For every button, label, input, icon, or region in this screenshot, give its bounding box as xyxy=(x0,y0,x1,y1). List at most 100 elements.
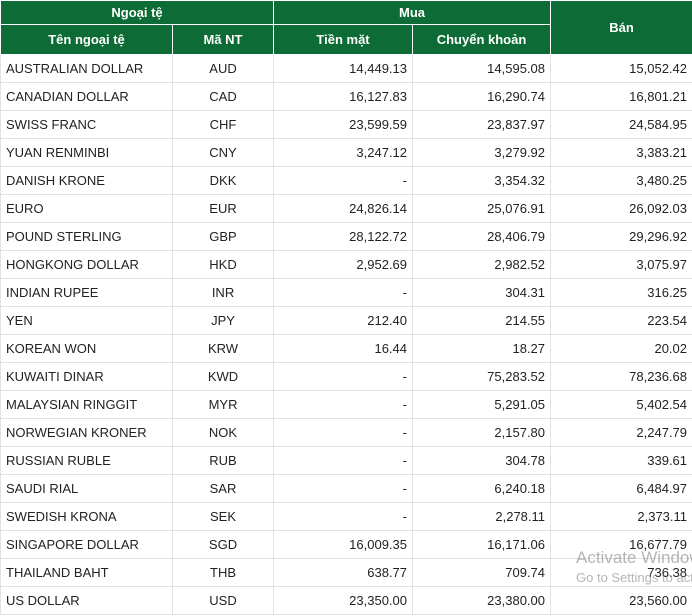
sell-rate: 3,075.97 xyxy=(550,250,692,279)
sell-rate: 5,402.54 xyxy=(550,390,692,419)
currency-code: NOK xyxy=(171,418,275,447)
currency-code: GBP xyxy=(171,222,275,251)
sell-rate: 2,373.11 xyxy=(550,502,692,531)
currency-name: EURO xyxy=(0,194,173,223)
currency-code: CNY xyxy=(171,138,275,167)
transfer-rate: 3,279.92 xyxy=(412,138,552,167)
transfer-rate: 5,291.05 xyxy=(412,390,552,419)
cash-rate: 28,122.72 xyxy=(273,222,414,251)
currency-name: YUAN RENMINBI xyxy=(0,138,173,167)
currency-code: JPY xyxy=(171,306,275,335)
header-cell: Bán xyxy=(550,0,692,55)
currency-code: USD xyxy=(171,586,275,615)
watermark: Activate Windows Go to Settings to activ… xyxy=(576,548,692,585)
transfer-rate: 2,157.80 xyxy=(412,418,552,447)
table-row: POUND STERLING GBP 28,122.72 28,406.79 29,29… xyxy=(0,222,692,251)
table-row: YUAN RENMINBI CNY 3,247.12 3,279.92 3,383.21 xyxy=(0,138,692,167)
table-row: YEN JPY 212.40 214.55 223.54 xyxy=(0,306,692,335)
cash-rate: 23,350.00 xyxy=(273,586,414,615)
currency-name: RUSSIAN RUBLE xyxy=(0,446,173,475)
header-cell: Mua xyxy=(273,0,552,25)
transfer-rate: 23,837.97 xyxy=(412,110,552,139)
currency-name: MALAYSIAN RINGGIT xyxy=(0,390,173,419)
cash-rate: 212.40 xyxy=(273,306,414,335)
currency-name: US DOLLAR xyxy=(0,586,173,615)
transfer-rate: 709.74 xyxy=(412,558,552,587)
table-row: DANISH KRONE DKK -3,354.32 3,480.25 xyxy=(0,166,692,195)
currency-name: SAUDI RIAL xyxy=(0,474,173,503)
table-row: SWISS FRANC CHF 23,599.59 23,837.97 24,584.9… xyxy=(0,110,692,139)
table-row: KOREAN WON KRW 16.44 18.27 20.02 xyxy=(0,334,692,363)
transfer-rate: 2,982.52 xyxy=(412,250,552,279)
table-row: INDIAN RUPEE INR -304.31 316.25 xyxy=(0,278,692,307)
currency-code: KRW xyxy=(171,334,275,363)
currency-code: THB xyxy=(171,558,275,587)
cash-rate: - xyxy=(273,418,414,447)
currency-code: EUR xyxy=(171,194,275,223)
table-row: HONGKONG DOLLAR HKD 2,952.69 2,982.52 3,075.… xyxy=(0,250,692,279)
currency-name: YEN xyxy=(0,306,173,335)
cash-rate: 16,127.83 xyxy=(273,82,414,111)
header-cell: Tên ngoại tệ xyxy=(0,24,173,55)
table-row: SAUDI RIAL SAR -6,240.18 6,484.97 xyxy=(0,474,692,503)
sell-rate: 26,092.03 xyxy=(550,194,692,223)
sell-rate: 16,677.79 xyxy=(550,530,692,559)
cash-rate: 3,247.12 xyxy=(273,138,414,167)
table-row: US DOLLAR USD 23,350.00 23,380.00 23,560.00 xyxy=(0,586,692,615)
currency-code: CHF xyxy=(171,110,275,139)
cash-rate: - xyxy=(273,362,414,391)
sell-rate: 2,247.79 xyxy=(550,418,692,447)
cash-rate: - xyxy=(273,446,414,475)
watermark-title: Activate Windows xyxy=(576,548,692,567)
currency-name: HONGKONG DOLLAR xyxy=(0,250,173,279)
transfer-rate: 18.27 xyxy=(412,334,552,363)
currency-code: RUB xyxy=(171,446,275,475)
sell-rate: 78,236.68 xyxy=(550,362,692,391)
currency-code: KWD xyxy=(171,362,275,391)
table-row: EURO EUR 24,826.14 25,076.91 26,092.03 xyxy=(0,194,692,223)
cash-rate: - xyxy=(273,166,414,195)
currency-name: SWEDISH KRONA xyxy=(0,502,173,531)
table-row: KUWAITI DINAR KWD -75,283.52 78,236.68 xyxy=(0,362,692,391)
currency-name: THAILAND BAHT xyxy=(0,558,173,587)
transfer-rate: 23,380.00 xyxy=(412,586,552,615)
cash-rate: 14,449.13 xyxy=(273,54,414,83)
table-row: AUSTRALIAN DOLLAR AUD 14,449.13 14,595.08 15… xyxy=(0,54,692,83)
table-row: SWEDISH KRONA SEK -2,278.11 2,373.11 xyxy=(0,502,692,531)
table-row: RUSSIAN RUBLE RUB -304.78 339.61 xyxy=(0,446,692,475)
sell-rate: 3,480.25 xyxy=(550,166,692,195)
transfer-rate: 2,278.11 xyxy=(412,502,552,531)
currency-name: KOREAN WON xyxy=(0,334,173,363)
currency-code: MYR xyxy=(171,390,275,419)
currency-code: SAR xyxy=(171,474,275,503)
currency-code: INR xyxy=(171,278,275,307)
table-row: SINGAPORE DOLLAR SGD 16,009.35 16,171.06 16,… xyxy=(0,530,692,559)
currency-name: POUND STERLING xyxy=(0,222,173,251)
sell-rate: 736.38 xyxy=(550,558,692,587)
sell-rate: 3,383.21 xyxy=(550,138,692,167)
transfer-rate: 6,240.18 xyxy=(412,474,552,503)
cash-rate: 24,826.14 xyxy=(273,194,414,223)
currency-name: DANISH KRONE xyxy=(0,166,173,195)
transfer-rate: 304.78 xyxy=(412,446,552,475)
currency-code: AUD xyxy=(171,54,275,83)
sell-rate: 6,484.97 xyxy=(550,474,692,503)
sell-rate: 223.54 xyxy=(550,306,692,335)
header-cell: Mã NT xyxy=(171,24,275,55)
sell-rate: 339.61 xyxy=(550,446,692,475)
currency-code: CAD xyxy=(171,82,275,111)
cash-rate: 16.44 xyxy=(273,334,414,363)
sell-rate: 23,560.00 xyxy=(550,586,692,615)
transfer-rate: 16,171.06 xyxy=(412,530,552,559)
transfer-rate: 25,076.91 xyxy=(412,194,552,223)
sell-rate: 16,801.21 xyxy=(550,82,692,111)
header-cell: Chuyển khoản xyxy=(412,24,552,55)
currency-name: AUSTRALIAN DOLLAR xyxy=(0,54,173,83)
header-cell: Tiền mặt xyxy=(273,24,414,55)
currency-name: INDIAN RUPEE xyxy=(0,278,173,307)
sell-rate: 316.25 xyxy=(550,278,692,307)
sell-rate: 24,584.95 xyxy=(550,110,692,139)
transfer-rate: 3,354.32 xyxy=(412,166,552,195)
